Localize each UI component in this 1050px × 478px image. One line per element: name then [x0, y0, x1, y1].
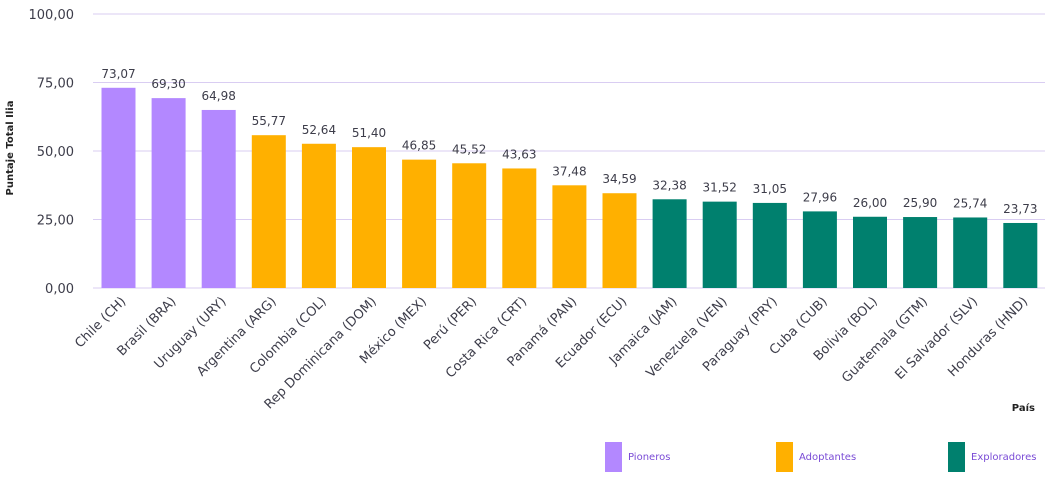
bar [953, 217, 988, 288]
data-label: 27,96 [803, 190, 837, 204]
data-label: 45,52 [452, 142, 486, 156]
bar [802, 211, 837, 288]
bar [402, 159, 437, 288]
y-tick-label: 75,00 [37, 77, 74, 92]
bar [502, 168, 537, 288]
data-label: 37,48 [552, 164, 586, 178]
data-label: 46,85 [402, 139, 436, 153]
legend-swatch-pioneros [605, 442, 622, 472]
x-tick-label: Guatemala (GTM) [839, 294, 931, 386]
data-label: 23,73 [1003, 202, 1037, 216]
y-tick-label: 0,00 [45, 282, 74, 297]
data-label: 26,00 [853, 196, 887, 210]
data-label: 34,59 [602, 172, 636, 186]
data-label: 25,90 [903, 196, 937, 210]
bar [201, 109, 236, 288]
data-labels: 73,07 69,30 64,98 55,77 52,64 51,40 46,85 45,52… [101, 67, 1037, 216]
data-label: 55,77 [252, 114, 286, 128]
bar [552, 185, 587, 288]
legend-swatch-exploradores [948, 442, 965, 472]
bar [251, 135, 286, 288]
bar [101, 87, 136, 288]
legend-label-pioneros: Pioneros [628, 451, 671, 463]
data-label: 31,52 [703, 181, 737, 195]
y-tick-label: 50,00 [37, 145, 74, 160]
bar [702, 201, 737, 288]
bar [301, 143, 336, 288]
data-label: 43,63 [502, 147, 536, 161]
data-label: 51,40 [352, 126, 386, 140]
bar [853, 216, 887, 288]
data-label: 52,64 [302, 123, 336, 137]
bar [602, 193, 637, 288]
legend-exploradores: Exploradores [948, 441, 1036, 473]
y-axis-title: Puntaje Total Ilia [5, 101, 16, 196]
data-label: 31,05 [753, 182, 787, 196]
bars [101, 87, 1038, 288]
data-label: 69,30 [151, 77, 185, 91]
data-label: 32,38 [652, 178, 686, 192]
y-axis-ticks: 0,00 25,00 50,00 75,00 100,00 [29, 8, 75, 297]
bar [452, 163, 487, 288]
legend-pioneros: Pioneros [605, 441, 670, 473]
legend-label-adoptantes: Adoptantes [799, 451, 857, 463]
bar [151, 98, 186, 288]
bar [352, 147, 386, 288]
x-axis-categories: Chile (CH)Brasil (BRA)Uruguay (URY)Argen… [72, 294, 1031, 412]
data-label: 25,74 [953, 196, 987, 210]
bar [752, 202, 787, 288]
x-axis-title: País [1012, 402, 1035, 414]
bar [652, 199, 687, 288]
bar [903, 217, 938, 288]
legend-adoptantes: Adoptantes [776, 441, 856, 473]
y-tick-label: 100,00 [29, 8, 75, 23]
data-label: 73,07 [101, 67, 135, 81]
data-label: 64,98 [202, 89, 236, 103]
bar [1003, 222, 1038, 288]
legend-label-exploradores: Exploradores [971, 451, 1037, 463]
y-tick-label: 25,00 [37, 214, 74, 229]
legend-swatch-adoptantes [776, 442, 793, 472]
